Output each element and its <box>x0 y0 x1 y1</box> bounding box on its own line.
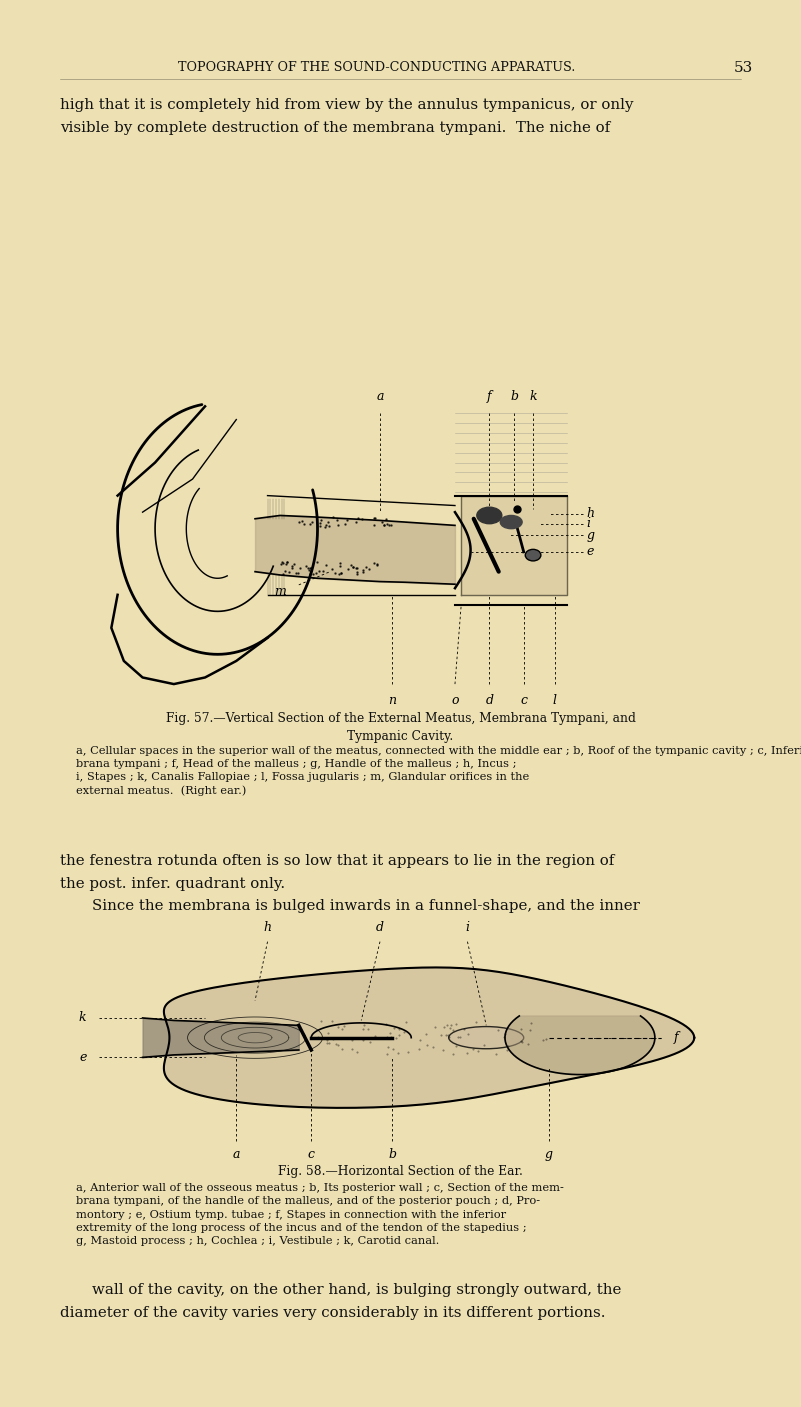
Text: g: g <box>586 529 594 542</box>
Polygon shape <box>505 1016 655 1075</box>
Text: f: f <box>674 1031 678 1044</box>
Text: e: e <box>79 1051 87 1064</box>
Ellipse shape <box>525 549 541 561</box>
Text: k: k <box>78 1012 87 1024</box>
Text: e: e <box>586 546 594 559</box>
Text: Fig. 58.—Horizontal Section of the Ear.: Fig. 58.—Horizontal Section of the Ear. <box>278 1165 523 1178</box>
Ellipse shape <box>501 515 522 529</box>
Text: TOPOGRAPHY OF THE SOUND-CONDUCTING APPARATUS.: TOPOGRAPHY OF THE SOUND-CONDUCTING APPAR… <box>178 61 575 73</box>
Text: d: d <box>485 694 493 706</box>
Text: b: b <box>388 1148 396 1161</box>
Text: g: g <box>545 1148 553 1161</box>
Text: 53: 53 <box>734 61 753 75</box>
Polygon shape <box>461 495 567 595</box>
Text: Fig. 57.—Vertical Section of the External Meatus, Membrana Tympani, and: Fig. 57.—Vertical Section of the Externa… <box>166 712 635 725</box>
Text: high that it is completely hid from view by the annulus tympanicus, or only: high that it is completely hid from view… <box>60 98 634 113</box>
Text: a, Cellular spaces in the superior wall of the meatus, connected with the middle: a, Cellular spaces in the superior wall … <box>76 746 801 796</box>
Text: c: c <box>308 1148 315 1161</box>
Text: b: b <box>510 390 518 402</box>
Text: m: m <box>274 585 286 598</box>
Text: visible by complete destruction of the membrana tympani.  The niche of: visible by complete destruction of the m… <box>60 121 610 135</box>
Text: diameter of the cavity varies very considerably in its different portions.: diameter of the cavity varies very consi… <box>60 1306 606 1320</box>
Text: k: k <box>529 390 537 402</box>
Text: a, Anterior wall of the osseous meatus ; b, Its posterior wall ; c, Section of t: a, Anterior wall of the osseous meatus ;… <box>76 1183 564 1247</box>
Text: o: o <box>451 694 459 706</box>
Text: Since the membrana is bulged inwards in a funnel-shape, and the inner: Since the membrana is bulged inwards in … <box>92 899 640 913</box>
Text: h: h <box>264 922 272 934</box>
Text: the post. infer. quadrant only.: the post. infer. quadrant only. <box>60 877 285 891</box>
Text: d: d <box>376 922 384 934</box>
Text: wall of the cavity, on the other hand, is bulging strongly outward, the: wall of the cavity, on the other hand, i… <box>92 1283 622 1297</box>
Ellipse shape <box>477 507 501 523</box>
Text: i: i <box>465 922 469 934</box>
Text: i: i <box>586 518 590 530</box>
Text: h: h <box>586 508 594 521</box>
Text: a: a <box>232 1148 240 1161</box>
Text: a: a <box>376 390 384 402</box>
Text: l: l <box>553 694 557 706</box>
Text: Tympanic Cavity.: Tympanic Cavity. <box>348 730 453 743</box>
Text: n: n <box>388 694 396 706</box>
Text: c: c <box>520 694 527 706</box>
Polygon shape <box>164 968 694 1107</box>
Text: f: f <box>487 390 492 402</box>
Ellipse shape <box>449 1027 524 1048</box>
Text: the fenestra rotunda often is so low that it appears to lie in the region of: the fenestra rotunda often is so low tha… <box>60 854 614 868</box>
